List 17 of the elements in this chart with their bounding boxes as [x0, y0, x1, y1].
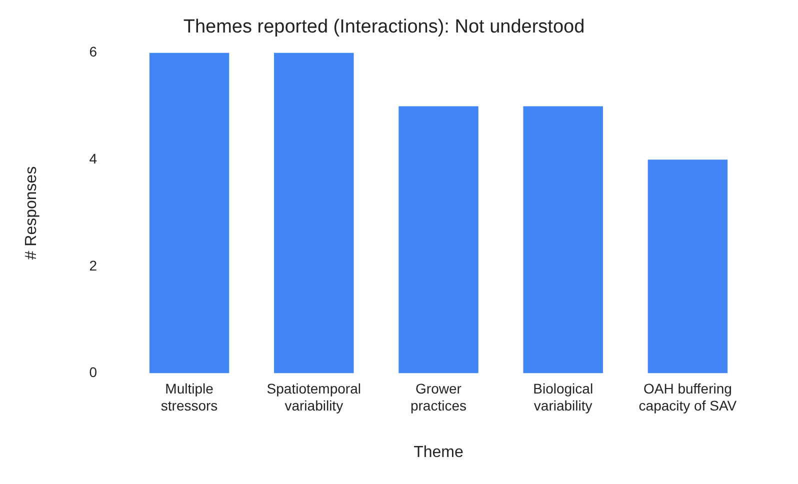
x-tick-label: Grower practices — [410, 380, 467, 414]
x-tick-label: OAH buffering capacity of SAV — [638, 380, 738, 414]
x-tick-label: Spatiotemporal variability — [266, 380, 361, 414]
y-tick-label: 2 — [89, 257, 98, 274]
x-tick-label: Biological variability — [533, 380, 594, 414]
bar — [523, 106, 603, 374]
y-tick-label: 6 — [89, 44, 98, 60]
y-tick-label: 0 — [89, 364, 98, 380]
bar — [274, 52, 354, 374]
bar — [149, 52, 230, 374]
chart-title: Themes reported (Interactions): Not understood — [183, 16, 585, 38]
y-tick-label: 4 — [89, 150, 98, 166]
bar — [648, 160, 728, 374]
x-tick-label: Multiple stressors — [160, 380, 218, 414]
y-axis-title: # Responses — [23, 166, 40, 260]
x-axis-title: Theme — [414, 444, 464, 461]
bar — [398, 106, 478, 374]
